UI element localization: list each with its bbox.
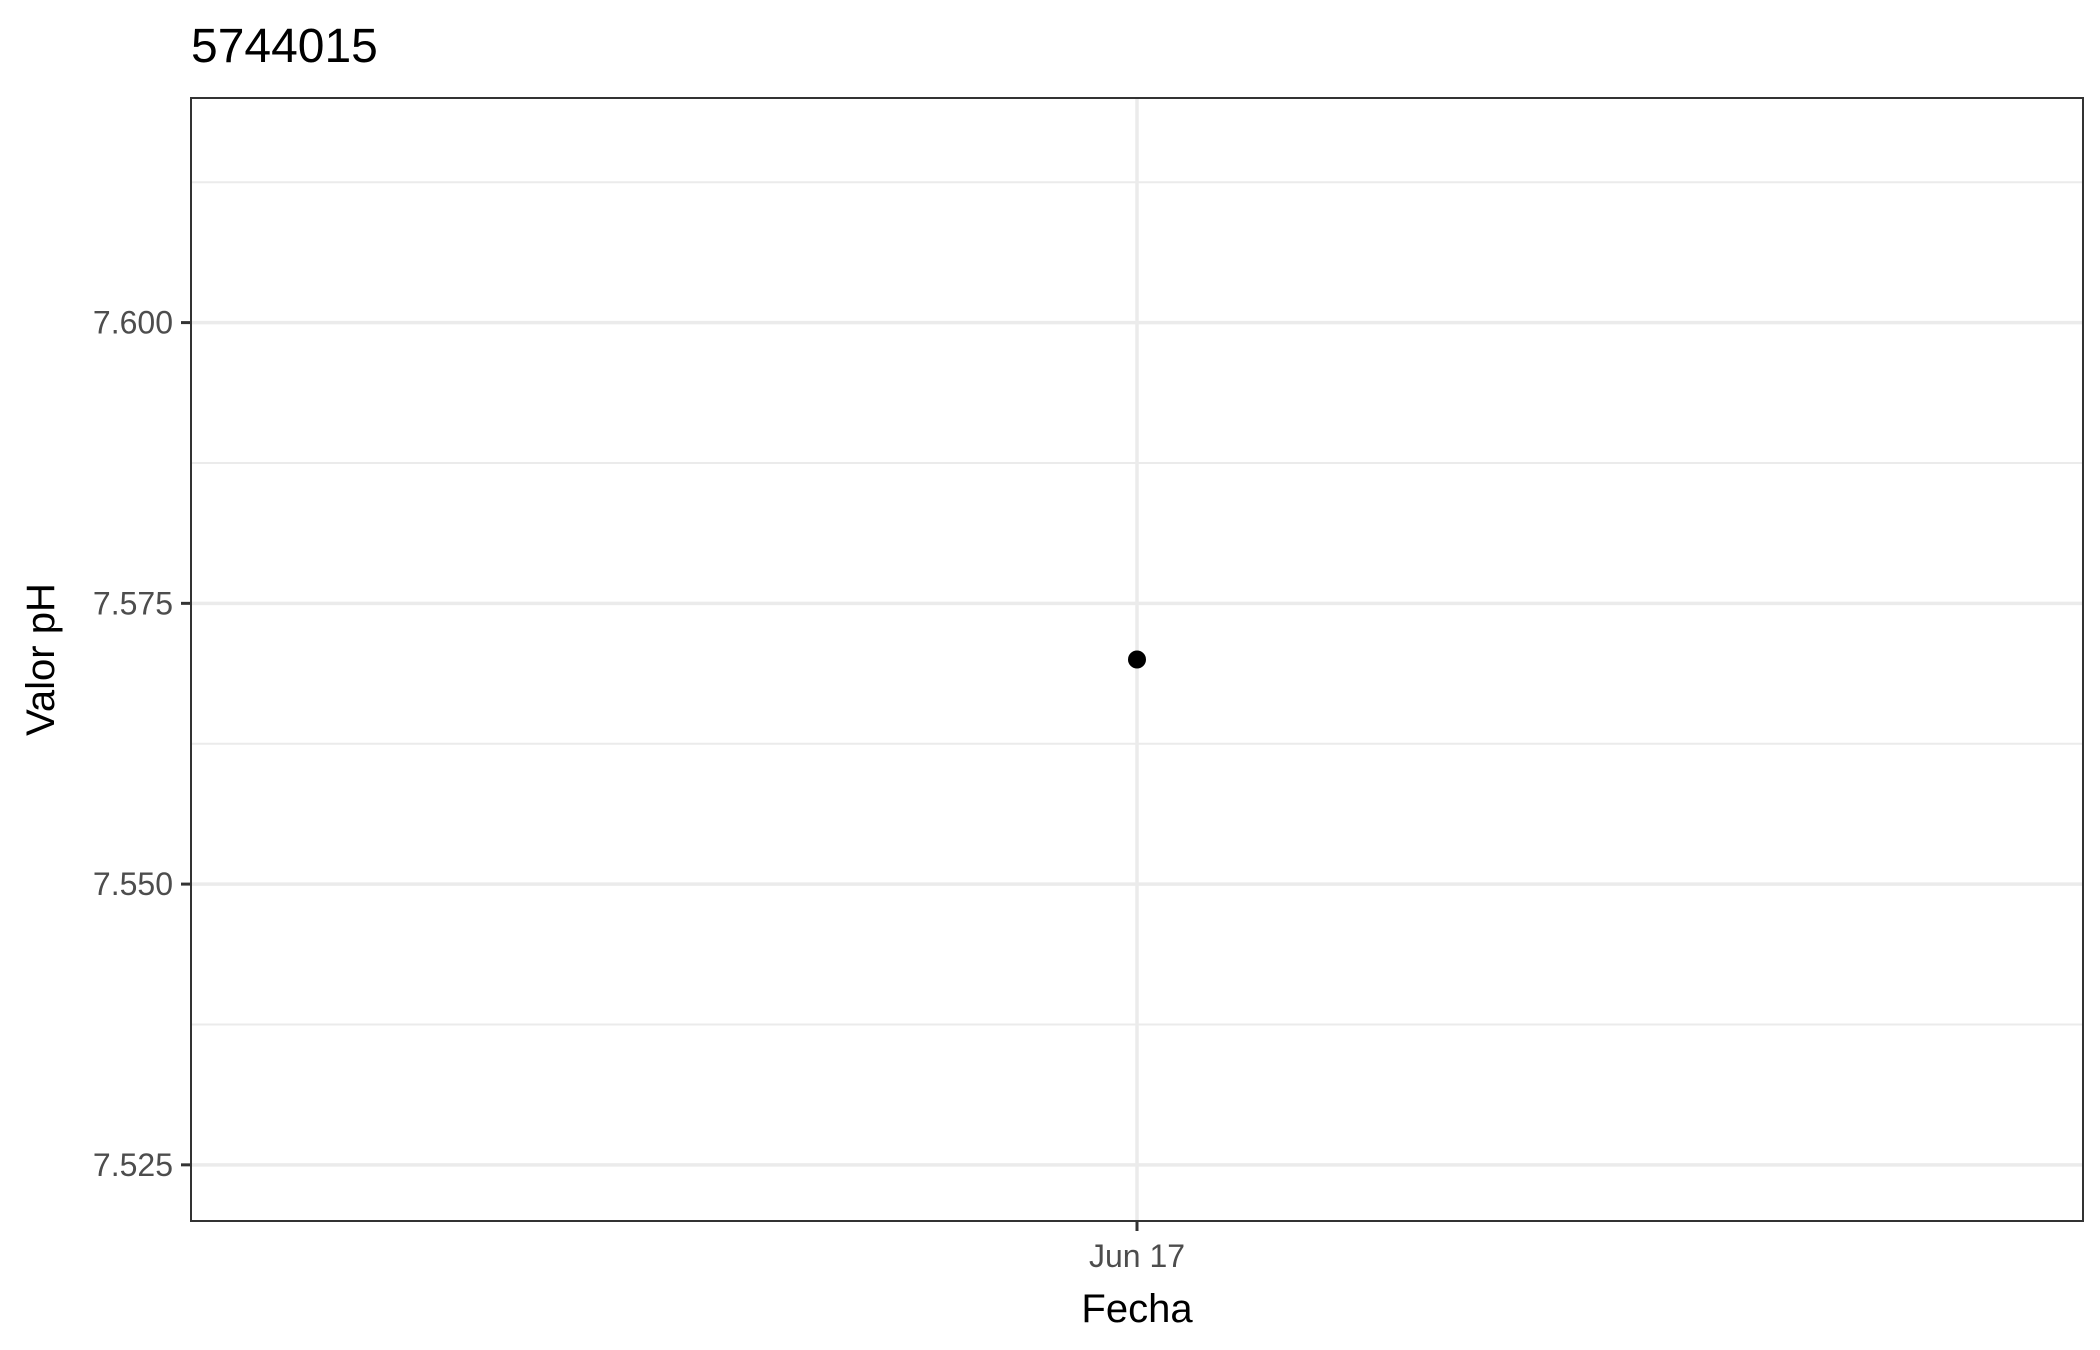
y-axis: 7.525 7.550 7.575 7.600 [93,305,191,1183]
data-points [1128,650,1146,669]
y-tick-label: 7.550 [93,866,173,902]
y-tick-label: 7.575 [93,585,173,621]
y-tick-label: 7.600 [93,305,173,341]
y-axis-title: Valor pH [19,583,63,736]
chart-title: 5744015 [191,20,378,73]
x-axis-title: Fecha [1081,1287,1193,1331]
x-tick-label: Jun 17 [1089,1238,1185,1274]
x-axis: Jun 17 [1089,1221,1185,1274]
y-tick-label: 7.525 [93,1147,173,1183]
data-point [1128,650,1146,669]
